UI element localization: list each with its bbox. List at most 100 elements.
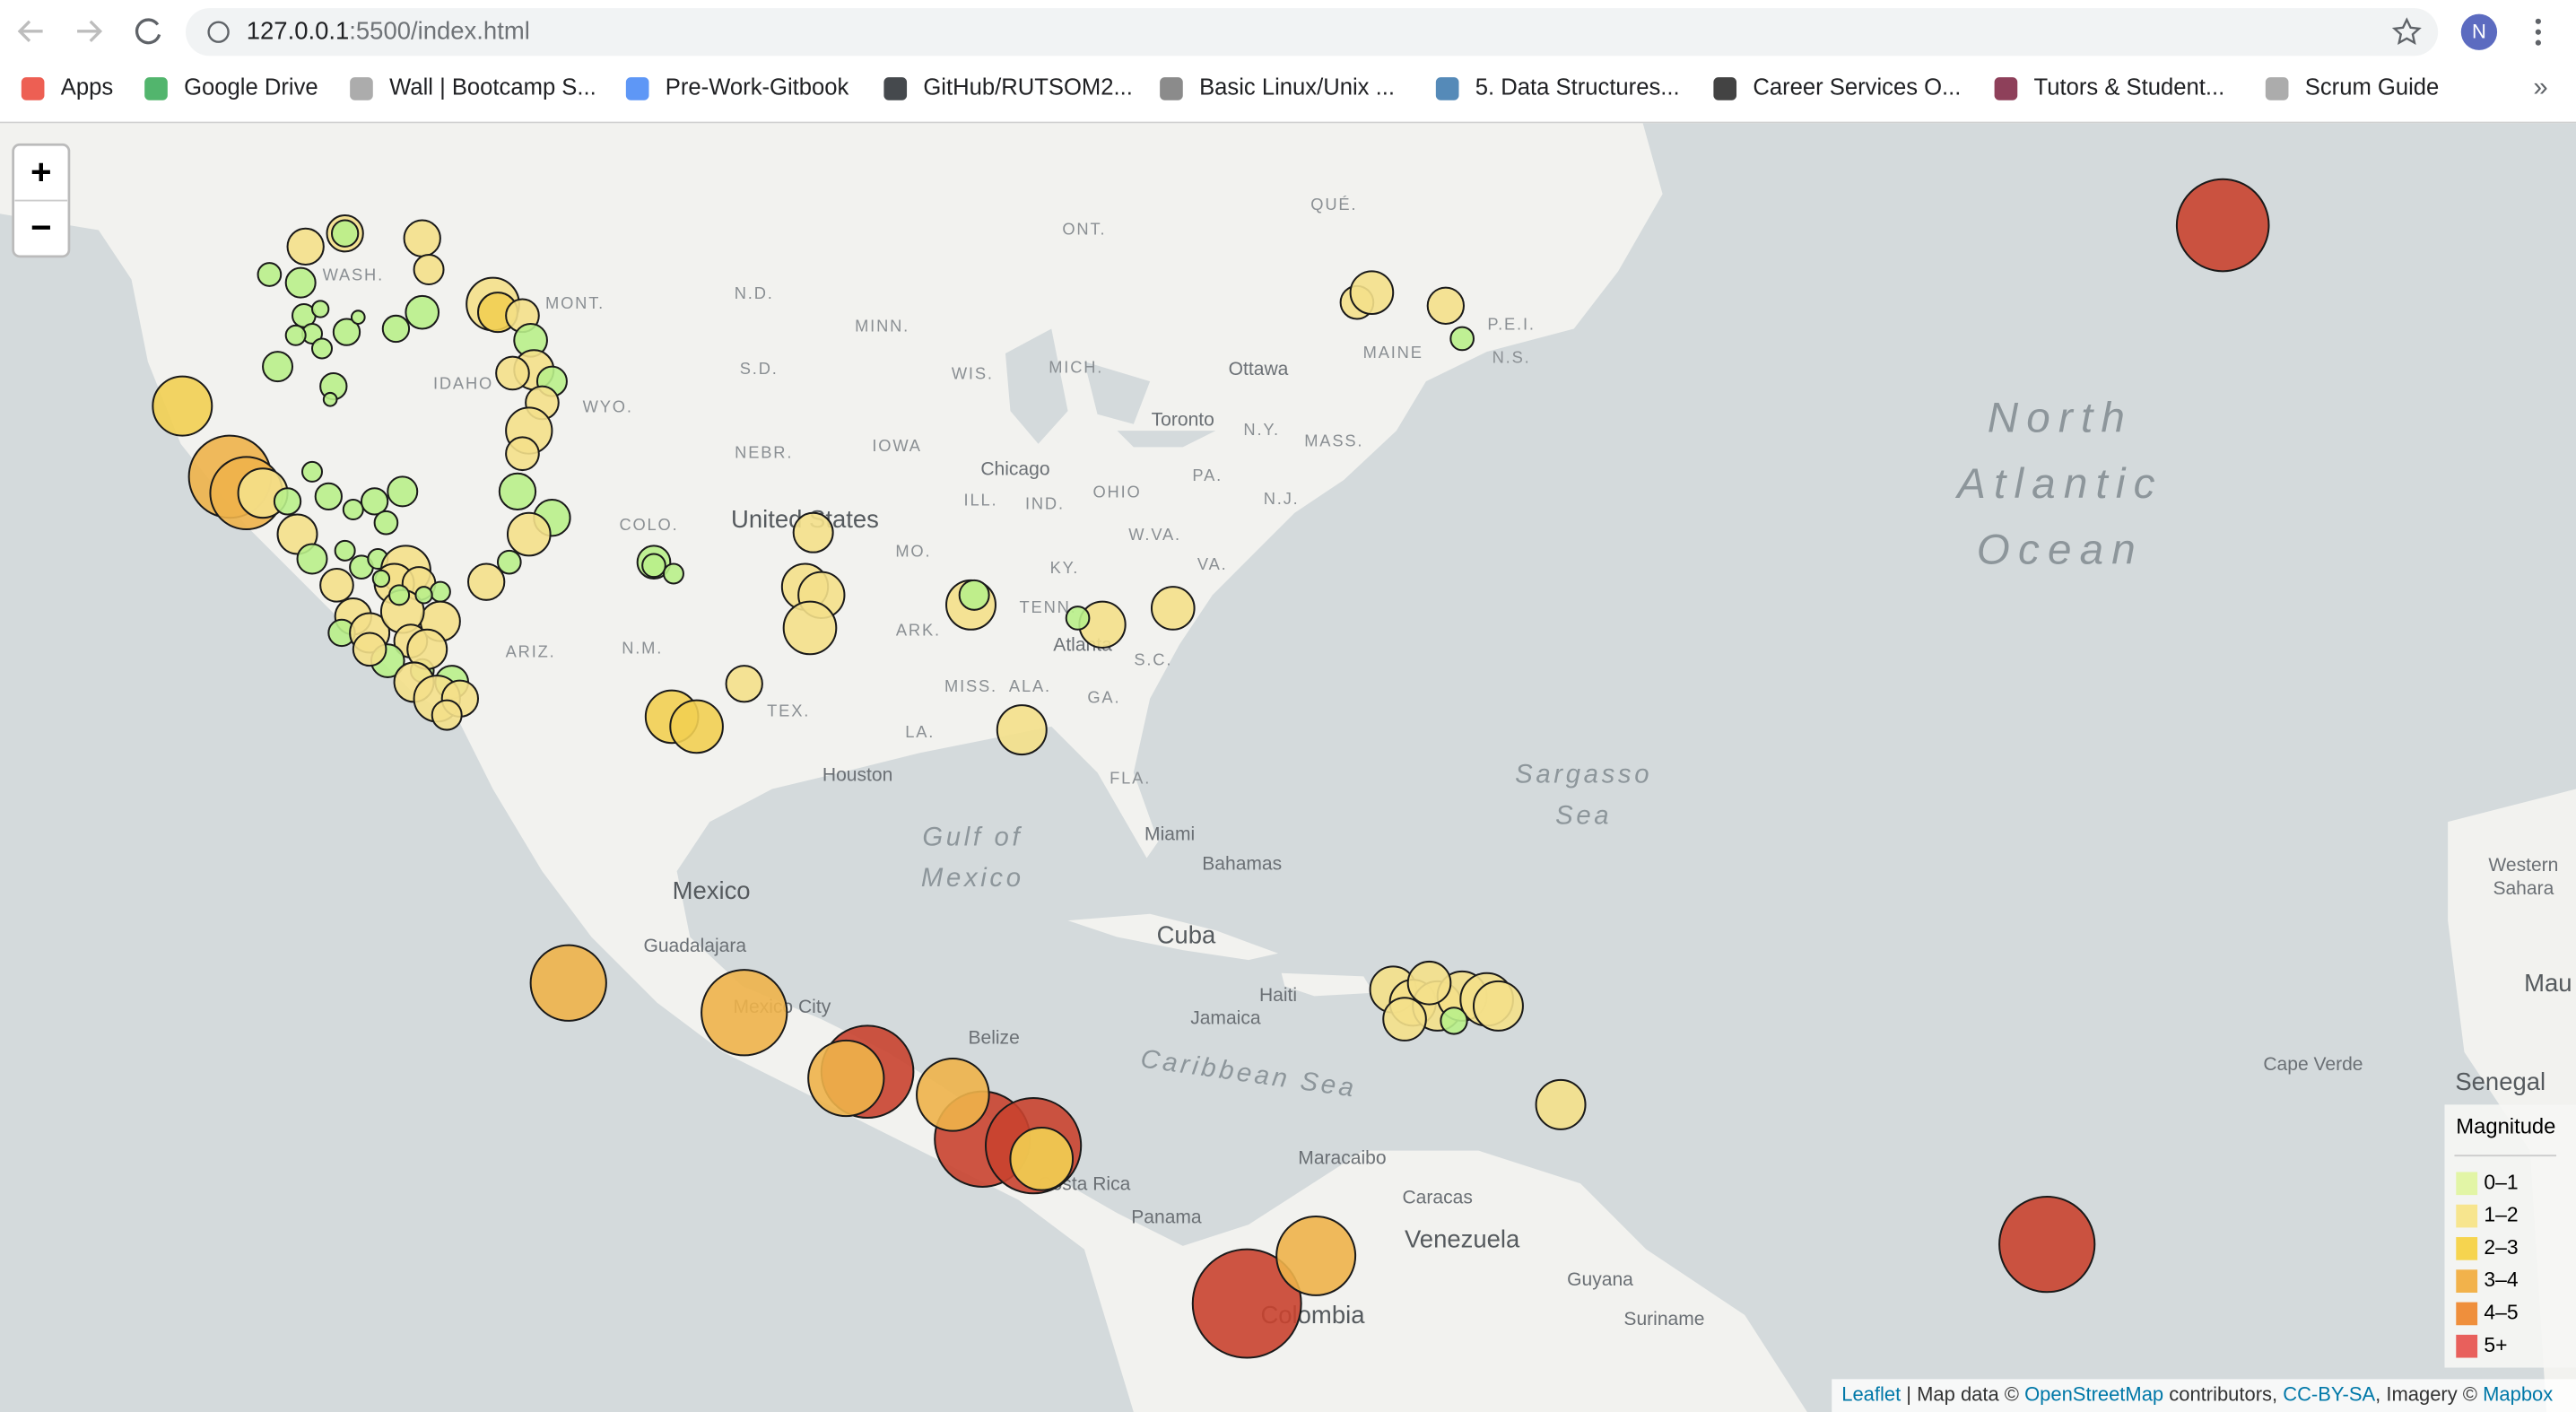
bookmark[interactable]: Wall | Bootcamp S... bbox=[350, 75, 596, 100]
earthquake-marker[interactable] bbox=[414, 586, 433, 605]
legend-label: 0–1 bbox=[2484, 1170, 2518, 1193]
earthquake-marker[interactable] bbox=[429, 580, 451, 603]
earthquake-marker[interactable] bbox=[388, 584, 411, 606]
earthquake-marker[interactable] bbox=[495, 355, 530, 391]
earthquake-marker[interactable] bbox=[792, 511, 834, 553]
reload-button[interactable] bbox=[135, 18, 161, 45]
earthquake-marker[interactable] bbox=[1535, 1078, 1587, 1130]
earthquake-marker[interactable] bbox=[529, 944, 607, 1022]
map-label: Cape Verde bbox=[2263, 1054, 2363, 1075]
bookmark[interactable]: Basic Linux/Unix ... bbox=[1160, 75, 1395, 100]
earthquake-marker[interactable] bbox=[371, 569, 391, 588]
earthquake-marker[interactable] bbox=[1406, 960, 1452, 1006]
legend-swatch bbox=[2456, 1237, 2478, 1260]
earthquake-marker[interactable] bbox=[387, 475, 419, 508]
earthquake-marker[interactable] bbox=[1449, 326, 1475, 352]
map[interactable]: QUÉ. ONT. MAINE N.S. P.E.I. Ottawa Toronto N.Y.… bbox=[0, 123, 2576, 1412]
bookmark[interactable]: Apps bbox=[21, 75, 113, 100]
earthquake-marker[interactable] bbox=[273, 487, 302, 516]
earthquake-marker[interactable] bbox=[403, 219, 441, 257]
bookmark[interactable]: Tutors & Student... bbox=[1994, 75, 2225, 100]
earthquake-marker[interactable] bbox=[381, 314, 411, 344]
bookmark[interactable]: 5. Data Structures... bbox=[1435, 75, 1680, 100]
zoom-out[interactable]: − bbox=[30, 207, 52, 248]
earthquake-marker[interactable] bbox=[1998, 1195, 2096, 1294]
bookmark-star[interactable] bbox=[2391, 17, 2422, 45]
earthquake-marker[interactable] bbox=[296, 543, 328, 575]
attribution: Leaflet | Map data © OpenStreetMap contr… bbox=[1841, 1382, 2553, 1405]
map-label: ONT. bbox=[1062, 219, 1106, 238]
earthquake-marker[interactable] bbox=[496, 549, 522, 575]
earthquake-marker[interactable] bbox=[1275, 1215, 1357, 1296]
attribution-link[interactable]: OpenStreetMap bbox=[2024, 1382, 2163, 1405]
earthquake-marker[interactable] bbox=[1382, 997, 1427, 1042]
bookmark[interactable]: Google Drive bbox=[144, 75, 318, 100]
earthquake-marker[interactable] bbox=[334, 539, 356, 562]
earthquake-marker[interactable] bbox=[319, 567, 354, 603]
earthquake-marker[interactable] bbox=[669, 699, 724, 754]
earthquake-marker[interactable] bbox=[373, 510, 399, 536]
info-icon[interactable] bbox=[207, 21, 230, 43]
earthquake-marker[interactable] bbox=[152, 375, 213, 437]
earthquake-marker[interactable] bbox=[405, 294, 440, 330]
earthquake-marker[interactable] bbox=[1150, 586, 1196, 631]
earthquake-marker[interactable] bbox=[322, 391, 338, 407]
earthquake-marker[interactable] bbox=[301, 460, 324, 483]
earthquake-marker[interactable] bbox=[467, 562, 506, 601]
earthquake-marker[interactable] bbox=[311, 337, 333, 360]
map-label: TENN. bbox=[1020, 597, 1077, 616]
earthquake-marker[interactable] bbox=[1349, 270, 1395, 315]
forward-button[interactable] bbox=[77, 20, 103, 42]
bookmarks-more[interactable]: » bbox=[2533, 73, 2547, 102]
attribution-link[interactable]: Leaflet bbox=[1841, 1382, 1901, 1405]
earthquake-marker[interactable] bbox=[1191, 1248, 1302, 1359]
earthquake-marker[interactable] bbox=[350, 309, 366, 325]
earthquake-marker[interactable] bbox=[431, 699, 463, 731]
earthquake-marker[interactable] bbox=[332, 318, 361, 346]
earthquake-marker[interactable] bbox=[2175, 178, 2270, 273]
earthquake-marker[interactable] bbox=[352, 632, 387, 667]
earthquake-marker[interactable] bbox=[641, 553, 666, 579]
back-button[interactable] bbox=[17, 20, 43, 42]
earthquake-marker[interactable] bbox=[807, 1039, 885, 1118]
earthquake-marker[interactable] bbox=[1426, 286, 1465, 325]
address-bar[interactable] bbox=[185, 8, 2439, 57]
earthquake-marker[interactable] bbox=[413, 254, 445, 286]
earthquake-marker[interactable] bbox=[1440, 1007, 1468, 1035]
earthquake-marker[interactable] bbox=[314, 482, 343, 511]
earthquake-marker[interactable] bbox=[725, 665, 763, 703]
zoom-in[interactable]: + bbox=[30, 152, 52, 192]
profile-avatar[interactable] bbox=[2460, 13, 2498, 50]
earthquake-marker[interactable] bbox=[1065, 606, 1091, 631]
earthquake-marker[interactable] bbox=[958, 579, 990, 611]
earthquake-marker[interactable] bbox=[505, 436, 540, 472]
earthquake-marker[interactable] bbox=[284, 324, 307, 346]
earthquake-marker[interactable] bbox=[311, 300, 330, 318]
attribution-link[interactable]: Mapbox bbox=[2483, 1382, 2553, 1405]
earthquake-marker[interactable] bbox=[782, 600, 838, 656]
earthquake-marker[interactable] bbox=[498, 472, 537, 511]
menu-icon[interactable] bbox=[2535, 18, 2541, 46]
earthquake-marker[interactable] bbox=[662, 562, 684, 585]
earthquake-marker[interactable] bbox=[262, 351, 294, 383]
bookmark[interactable]: Pre-Work-Gitbook bbox=[625, 75, 849, 100]
earthquake-marker[interactable] bbox=[506, 511, 552, 557]
bookmark[interactable]: Scrum Guide bbox=[2265, 75, 2439, 100]
map-label: Senegal bbox=[2455, 1068, 2546, 1095]
bookmark[interactable]: GitHub/RUTSOM2... bbox=[883, 75, 1133, 100]
earthquake-marker[interactable] bbox=[257, 262, 283, 287]
earthquake-marker[interactable] bbox=[1472, 980, 1524, 1032]
earthquake-marker[interactable] bbox=[916, 1058, 990, 1132]
attribution-link[interactable]: CC-BY-SA bbox=[2283, 1382, 2375, 1405]
earthquake-marker[interactable] bbox=[1009, 1126, 1075, 1191]
earthquake-marker[interactable] bbox=[284, 266, 317, 299]
earthquake-marker[interactable] bbox=[996, 704, 1048, 756]
earthquake-marker[interactable] bbox=[360, 487, 389, 516]
legend-label: 3–4 bbox=[2484, 1268, 2518, 1291]
earthquake-marker[interactable] bbox=[342, 499, 364, 521]
earthquake-marker[interactable] bbox=[701, 969, 788, 1057]
earthquake-marker[interactable] bbox=[286, 227, 325, 266]
map-label: S.C. bbox=[1134, 649, 1172, 668]
earthquake-marker[interactable] bbox=[330, 219, 360, 248]
bookmark[interactable]: Career Services O... bbox=[1713, 75, 1961, 100]
